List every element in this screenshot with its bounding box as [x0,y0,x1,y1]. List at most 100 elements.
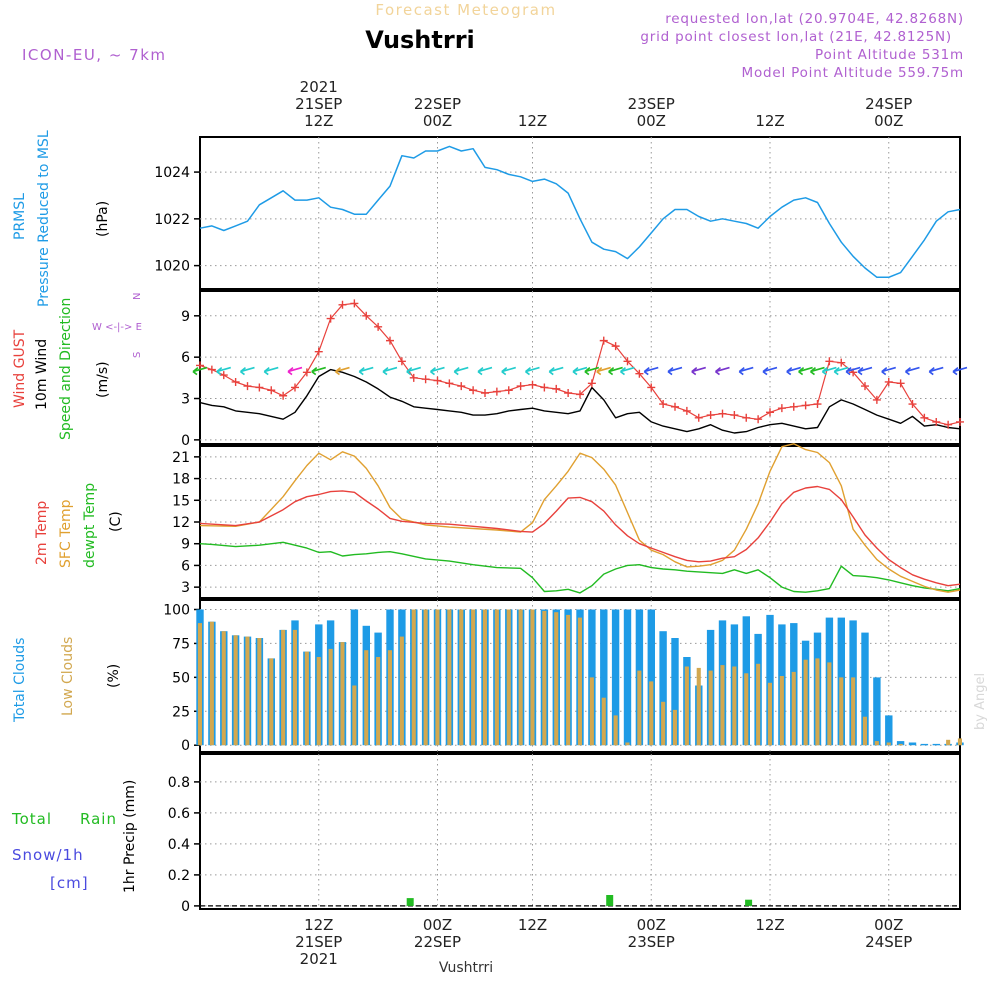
low-cloud-bar [518,609,523,746]
wind-ytick-label: 0 [181,433,190,449]
temp-ytick-label: 21 [172,450,190,466]
pressure-line [199,145,961,279]
gust-marker [956,417,964,426]
gust-marker [801,401,810,410]
wind-direction-arrow [548,366,564,376]
wind-direction-arrow [358,366,374,376]
top-time-label: 00Z [423,112,452,130]
clouds-ytick-label: 50 [172,670,190,686]
bottom-time-label: 22SEP [414,933,461,951]
low-cloud-bar [791,671,796,746]
prmsl-label: PRMSL [12,193,28,240]
gust-marker [409,373,418,382]
low-cloud-bar [637,670,642,746]
wind-direction-arrow [715,366,730,376]
wind-direction-arrow [786,366,801,376]
gust-marker [362,311,371,320]
gust-marker [932,417,941,426]
gust-marker [231,377,240,386]
low-cloud-bar [803,659,808,746]
low-cloud-bar [613,715,618,746]
bottom-time-label: 00Z [874,916,903,934]
gust-marker [647,383,656,392]
low-cloud-bar [625,742,630,746]
wind-direction-arrow [311,366,326,376]
sfc-temp-line [199,443,961,593]
top-time-label: 2021 [300,78,338,96]
wind-panel: 0 3 6 9 [181,290,968,449]
top-time-label: 12Z [518,112,547,130]
wind-direction-arrow [952,366,968,376]
gust-marker [492,387,501,396]
gust-marker [742,413,751,422]
pressure-msl-label: Pressure Reduced to MSL [36,130,52,307]
low-cloud-bar [589,677,594,746]
gust-marker [671,402,679,411]
wind-direction-arrow [453,366,469,376]
wind-direction-arrow [620,366,635,376]
wind-direction-arrow [833,366,849,376]
clouds-ytick-label: 0 [181,738,190,754]
gust-marker [920,413,929,422]
clouds-panel: 0 25 50 75 100 [163,599,964,754]
credit-watermark: by Angel [973,673,988,730]
model-point-altitude: Model Point Altitude 559.75m [742,65,964,81]
low-cloud-bar [364,650,369,746]
pressure-panel: 1020 1022 1024 [154,136,961,290]
gust-marker [350,299,359,308]
gust-marker [445,379,454,388]
gust-marker [528,380,537,389]
gust-marker [326,314,335,323]
clouds-unit-label: (%) [106,664,122,688]
temp-unit-label: (C) [108,511,124,532]
wind-speed-line [199,368,961,434]
wind-frame [199,290,961,445]
low-cloud-bar [435,609,440,746]
low-cloud-bar [601,697,606,746]
low-cloud-bar [862,716,867,746]
gust-marker [635,369,644,378]
low-cloud-bar [221,631,226,746]
total-cloud-bar [885,715,893,746]
low-cloud-bar [684,666,689,746]
temp-ytick-label: 3 [181,580,190,596]
total-cloud-bar [896,741,905,746]
total-label: Total [11,810,52,828]
low-cloud-bar [482,609,487,746]
snow-label: Snow/1h [12,846,84,864]
low-cloud-bar [661,701,666,746]
chart-title: Vushtrri [365,26,475,54]
compass-n: N [132,293,143,300]
temp-ytick-label: 12 [172,515,190,531]
low-cloud-bar [720,665,725,746]
pressure-ytick-label: 1022 [154,212,190,228]
gust-marker [386,336,394,345]
low-cloud-bar [376,657,381,746]
pressure-ytick-label: 1024 [154,165,190,181]
wind-direction-arrow [335,366,350,376]
wind-gust-label: Wind GUST [12,329,28,408]
low-cloud-bar [732,666,737,746]
gust-marker [718,409,727,418]
gust-marker [766,408,774,417]
total-cloud-bar [861,632,869,746]
gust-marker [397,357,406,366]
total-cloud-bar [908,742,917,746]
gust-marker [944,420,953,429]
wind-direction-arrow [845,366,861,376]
low-cloud-bar [839,677,844,746]
low-cloud-bar [459,609,464,746]
gust-marker [374,322,383,331]
gust-marker [754,415,763,424]
bottom-time-label: 24SEP [865,933,912,951]
gust-marker [861,382,869,391]
clouds-ytick-label: 25 [172,704,190,720]
low-cloud-bar [411,609,416,746]
gust-marker [481,389,489,397]
gust-marker [219,371,228,380]
top-time-label: 00Z [637,112,666,130]
low-cloud-bar [281,629,286,746]
gust-marker [504,386,513,395]
clouds-axis-labels: Total Clouds Low Clouds (%) [12,637,122,723]
